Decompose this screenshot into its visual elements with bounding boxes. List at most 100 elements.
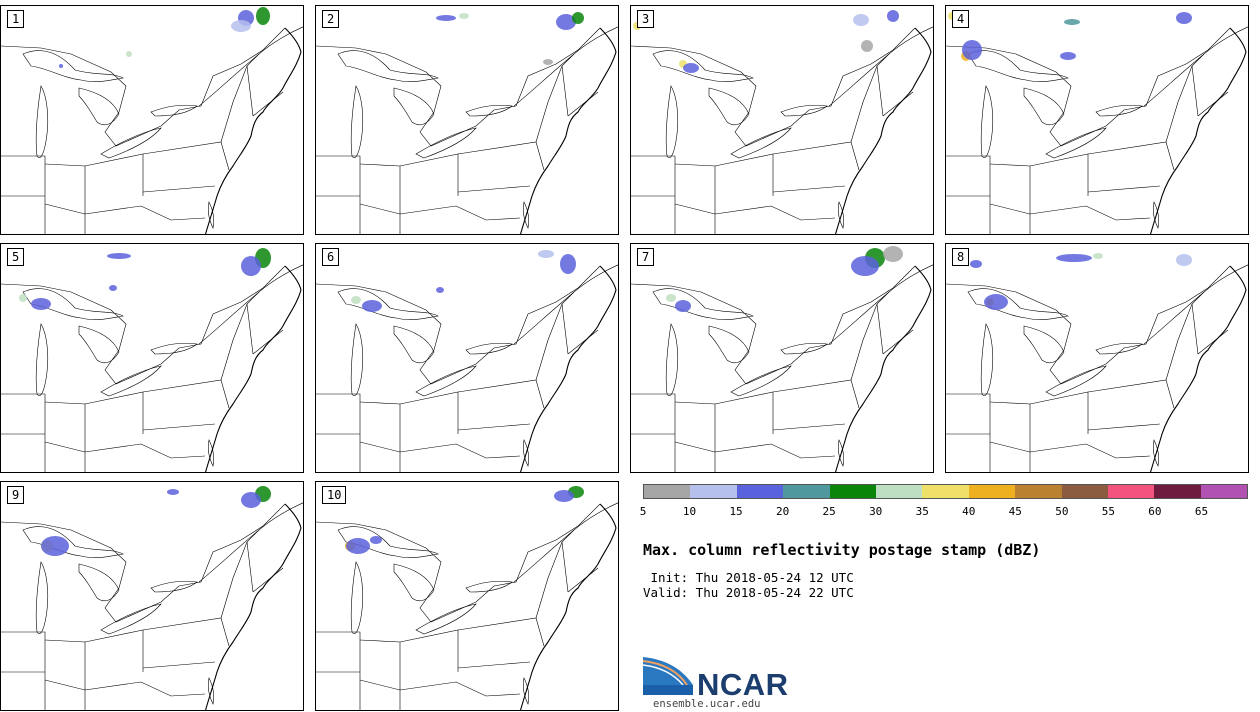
reflectivity-cell	[970, 260, 982, 268]
reflectivity-cell	[572, 12, 584, 24]
boundary-line	[1, 155, 46, 234]
colorbar-segment	[644, 485, 691, 498]
colorbar-tick-label: 60	[1148, 505, 1162, 518]
reflectivity-cell	[962, 40, 982, 60]
boundary-line	[100, 365, 162, 397]
panel-label: 2	[322, 10, 340, 28]
reflectivity-cell	[887, 10, 899, 22]
colorbar-segment	[1061, 485, 1108, 498]
boundary-line	[714, 205, 836, 221]
boundary-line	[44, 639, 86, 710]
reflectivity-cell	[853, 14, 869, 26]
boundary-line	[946, 155, 991, 234]
figure-title: Max. column reflectivity postage stamp (…	[643, 541, 1041, 559]
boundary-line	[714, 391, 774, 434]
colorbar-tick-label: 10	[682, 505, 697, 518]
boundary-line	[967, 288, 1069, 320]
boundary-line	[652, 50, 754, 82]
boundary-line	[989, 441, 1031, 453]
member-panel-3: 3	[630, 5, 934, 235]
boundary-line	[708, 87, 750, 126]
reflectivity-cell	[1064, 19, 1080, 25]
reflectivity-cell	[1060, 52, 1076, 60]
boundary-line	[84, 391, 144, 434]
reflectivity-cell	[861, 40, 873, 52]
website-url: ensemble.ucar.edu	[653, 698, 761, 710]
boundary-line	[561, 303, 569, 355]
colorbar-tick-label: 30	[869, 505, 883, 518]
boundary-line	[350, 85, 364, 158]
basemap-lines	[1, 502, 303, 710]
boundary-line	[22, 288, 124, 320]
boundary-line	[205, 27, 302, 234]
boundary-line	[522, 201, 530, 229]
reflectivity-cells	[41, 486, 271, 556]
member-panel-10: 10	[315, 481, 619, 711]
reflectivity-cell	[1176, 254, 1192, 266]
boundary-line	[232, 53, 260, 103]
reflectivity-cell	[1176, 12, 1192, 24]
colorbar-segment	[783, 485, 830, 498]
boundary-line	[78, 325, 120, 364]
boundary-line	[1087, 141, 1175, 171]
boundary-line	[1177, 53, 1205, 103]
boundary-line	[850, 101, 864, 143]
boundary-line	[708, 325, 750, 364]
boundary-line	[142, 423, 216, 431]
boundary-line	[561, 65, 569, 117]
boundary-line	[1191, 65, 1199, 117]
boundary-line	[35, 85, 49, 158]
reflectivity-cells	[345, 486, 584, 554]
member-panel-1: 1	[0, 5, 304, 235]
boundary-line	[1152, 439, 1160, 467]
reflectivity-cell	[683, 63, 699, 73]
boundary-line	[631, 393, 676, 472]
basemap-lines	[946, 264, 1248, 472]
boundary-line	[780, 342, 828, 355]
reflectivity-cell	[241, 256, 261, 276]
colorbar-segment	[922, 485, 969, 498]
reflectivity-cell	[126, 51, 132, 57]
boundary-line	[198, 502, 303, 583]
reflectivity-cells	[59, 7, 270, 68]
boundary-line	[84, 681, 206, 697]
boundary-line	[1023, 87, 1065, 126]
boundary-line	[674, 441, 716, 453]
boundary-line	[252, 567, 284, 593]
boundary-line	[967, 50, 1069, 82]
colorbar-tick-label: 45	[1008, 505, 1022, 518]
boundary-line	[246, 303, 254, 355]
reflectivity-cells	[948, 12, 1192, 61]
boundary-line	[1197, 91, 1229, 117]
reflectivity-cells	[633, 10, 899, 73]
boundary-line	[946, 393, 991, 472]
boundary-line	[457, 661, 531, 669]
boundary-line	[1152, 201, 1160, 229]
boundary-line	[252, 329, 284, 355]
boundary-line	[882, 91, 914, 117]
boundary-line	[780, 104, 828, 117]
colorbar-tick-label: 20	[775, 505, 790, 518]
boundary-line	[316, 393, 361, 472]
boundary-line	[946, 27, 1231, 147]
boundary-line	[1197, 329, 1229, 355]
reflectivity-cell	[984, 294, 1008, 310]
boundary-line	[465, 580, 513, 593]
panel-label: 1	[7, 10, 25, 28]
boundary-line	[631, 155, 676, 234]
boundary-line	[35, 561, 49, 634]
panel-label: 7	[637, 248, 655, 266]
reflectivity-cell	[107, 253, 131, 259]
boundary-line	[84, 153, 144, 196]
panel-label: 6	[322, 248, 340, 266]
boundary-line	[457, 423, 531, 431]
boundary-line	[835, 265, 932, 472]
boundary-line	[1143, 26, 1248, 107]
boundary-line	[150, 104, 198, 117]
boundary-line	[465, 104, 513, 117]
boundary-line	[142, 617, 230, 647]
reflectivity-cells	[666, 246, 903, 312]
boundary-line	[1095, 342, 1143, 355]
reflectivity-cell	[556, 14, 576, 30]
reflectivity-cell	[346, 538, 370, 554]
